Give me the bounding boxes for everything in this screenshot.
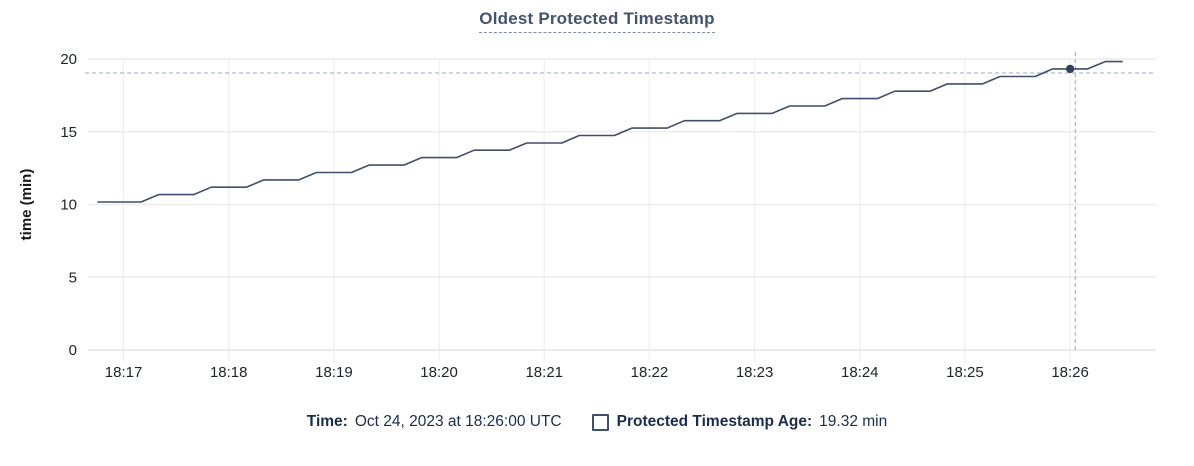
x-tick-label: 18:20 (420, 364, 458, 381)
legend-series-toggle[interactable]: Protected Timestamp Age: 19.32 min (591, 413, 888, 431)
x-tick-label: 18:23 (736, 364, 774, 381)
hover-time: Time: Oct 24, 2023 at 18:26:00 UTC (307, 413, 562, 431)
hover-time-label: Time: (306, 413, 348, 430)
chart-header: Oldest Protected Timestamp (0, 9, 1194, 33)
hover-legend: Time: Oct 24, 2023 at 18:26:00 UTC Prote… (0, 413, 1194, 431)
x-tick-label: 18:17 (105, 364, 143, 381)
x-tick-label: 18:25 (946, 364, 984, 381)
y-tick-label: 5 (69, 269, 77, 286)
horizontal-gridlines (88, 58, 1156, 351)
hover-point-dot (1065, 64, 1075, 74)
x-tick-label: 18:24 (841, 364, 879, 381)
vertical-gridlines (122, 59, 1071, 362)
y-tick-label: 15 (60, 124, 77, 141)
y-tick-label: 0 (69, 342, 77, 359)
series-checkbox-icon[interactable] (591, 413, 609, 431)
y-axis-label: time (min) (18, 169, 35, 241)
series-value: 19.32 min (819, 413, 888, 430)
y-tick-label: 20 (60, 51, 77, 68)
series-name-label: Protected Timestamp Age: (616, 413, 813, 430)
x-tick-labels: 18:17 18:18 18:19 18:20 18:21 18:22 18:23 18:24… (105, 364, 1089, 381)
series-line (97, 60, 1123, 203)
x-tick-label: 18:26 (1051, 364, 1089, 381)
y-tick-labels: 0 5 10 15 20 (60, 51, 77, 359)
chart-title[interactable]: Oldest Protected Timestamp (479, 9, 715, 33)
x-tick-label: 18:18 (210, 364, 248, 381)
y-tick-label: 10 (60, 197, 77, 214)
x-tick-label: 18:19 (315, 364, 353, 381)
x-tick-label: 18:22 (631, 364, 669, 381)
hover-time-value: Oct 24, 2023 at 18:26:00 UTC (354, 413, 562, 430)
x-tick-label: 18:21 (525, 364, 563, 381)
